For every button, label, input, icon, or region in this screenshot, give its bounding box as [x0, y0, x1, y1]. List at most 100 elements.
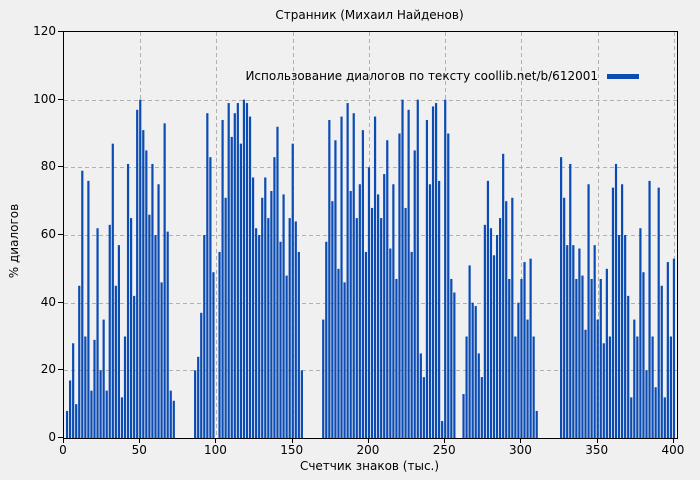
bar: [663, 397, 666, 438]
x-tick-label: 300: [509, 443, 532, 457]
x-tick-label: 400: [661, 443, 685, 457]
bar: [111, 143, 114, 438]
bar: [331, 201, 334, 438]
bar: [569, 163, 572, 438]
bar: [264, 177, 267, 438]
bar: [404, 207, 407, 438]
bar: [248, 116, 252, 438]
y-tick-mark: [58, 302, 63, 303]
chart-title: Странник (Михаил Найденов): [275, 8, 464, 22]
bar: [65, 410, 69, 438]
bar: [233, 113, 236, 438]
bar: [389, 248, 392, 438]
bar: [611, 187, 615, 438]
bar: [99, 370, 102, 438]
bar: [325, 241, 328, 438]
bar: [383, 174, 386, 438]
bar: [230, 136, 233, 438]
bar: [505, 201, 508, 438]
bar: [90, 390, 93, 438]
bar: [93, 339, 96, 438]
bar: [614, 163, 618, 438]
bar: [492, 255, 496, 438]
bar: [117, 245, 120, 438]
bar: [621, 184, 624, 438]
bar: [242, 99, 246, 438]
x-tick-label: 350: [585, 443, 609, 457]
bar: [669, 336, 672, 438]
bar: [81, 170, 84, 438]
bar: [239, 143, 242, 438]
bar: [160, 282, 163, 438]
bar: [508, 278, 511, 438]
bar: [441, 421, 444, 438]
bar: [251, 177, 255, 438]
bar: [197, 356, 200, 438]
bar: [328, 119, 331, 438]
bar: [355, 218, 358, 438]
bar: [450, 278, 453, 438]
bar: [358, 184, 361, 438]
bar: [136, 109, 139, 438]
bar: [126, 163, 130, 438]
bar: [105, 390, 108, 438]
bar: [495, 235, 499, 438]
y-tick-label: 40: [40, 294, 56, 309]
bar: [428, 184, 432, 438]
y-tick-mark: [58, 369, 63, 370]
bar: [651, 336, 654, 438]
bar: [72, 343, 75, 438]
y-tick-label: 100: [33, 91, 56, 106]
x-tick-mark: [63, 438, 64, 443]
bar: [578, 248, 581, 438]
bar: [395, 278, 398, 438]
bar: [605, 268, 608, 438]
bar: [587, 184, 590, 438]
bars-and-grid: [64, 32, 677, 438]
bar: [648, 180, 651, 438]
bar: [392, 184, 395, 438]
bar: [270, 191, 273, 438]
bar: [163, 123, 166, 438]
bar: [108, 224, 111, 438]
bar: [151, 163, 154, 438]
bar: [364, 251, 368, 438]
bar: [462, 394, 465, 438]
y-tick-mark: [58, 31, 63, 32]
bar: [672, 258, 676, 438]
bar: [129, 218, 133, 438]
bar: [373, 116, 377, 438]
bar: [166, 231, 169, 438]
bar: [617, 235, 621, 438]
bar: [367, 167, 371, 438]
bar: [639, 228, 642, 438]
x-tick-mark: [597, 438, 598, 443]
bar: [422, 377, 425, 438]
y-tick-label: 60: [40, 227, 56, 241]
bar: [560, 157, 563, 438]
bar: [575, 278, 578, 438]
bar: [288, 218, 291, 438]
bar: [370, 207, 374, 438]
bar: [285, 275, 288, 438]
bar: [294, 221, 297, 438]
bar: [96, 228, 99, 438]
bar: [297, 251, 300, 438]
x-axis-title: Счетчик знаков (тыс.): [299, 459, 440, 473]
bar: [340, 116, 343, 438]
y-tick-label: 80: [40, 159, 56, 174]
bar: [447, 133, 450, 438]
x-tick-label: 200: [356, 443, 380, 457]
bar: [84, 336, 87, 438]
bar: [157, 184, 160, 438]
bar: [529, 258, 532, 438]
x-tick-label: 150: [280, 443, 304, 457]
bar: [194, 370, 197, 438]
bar: [630, 397, 633, 438]
bar: [407, 109, 410, 438]
bar: [584, 329, 587, 438]
bar: [483, 224, 486, 438]
bar: [645, 370, 648, 438]
bar: [666, 262, 669, 438]
bar: [255, 228, 258, 438]
